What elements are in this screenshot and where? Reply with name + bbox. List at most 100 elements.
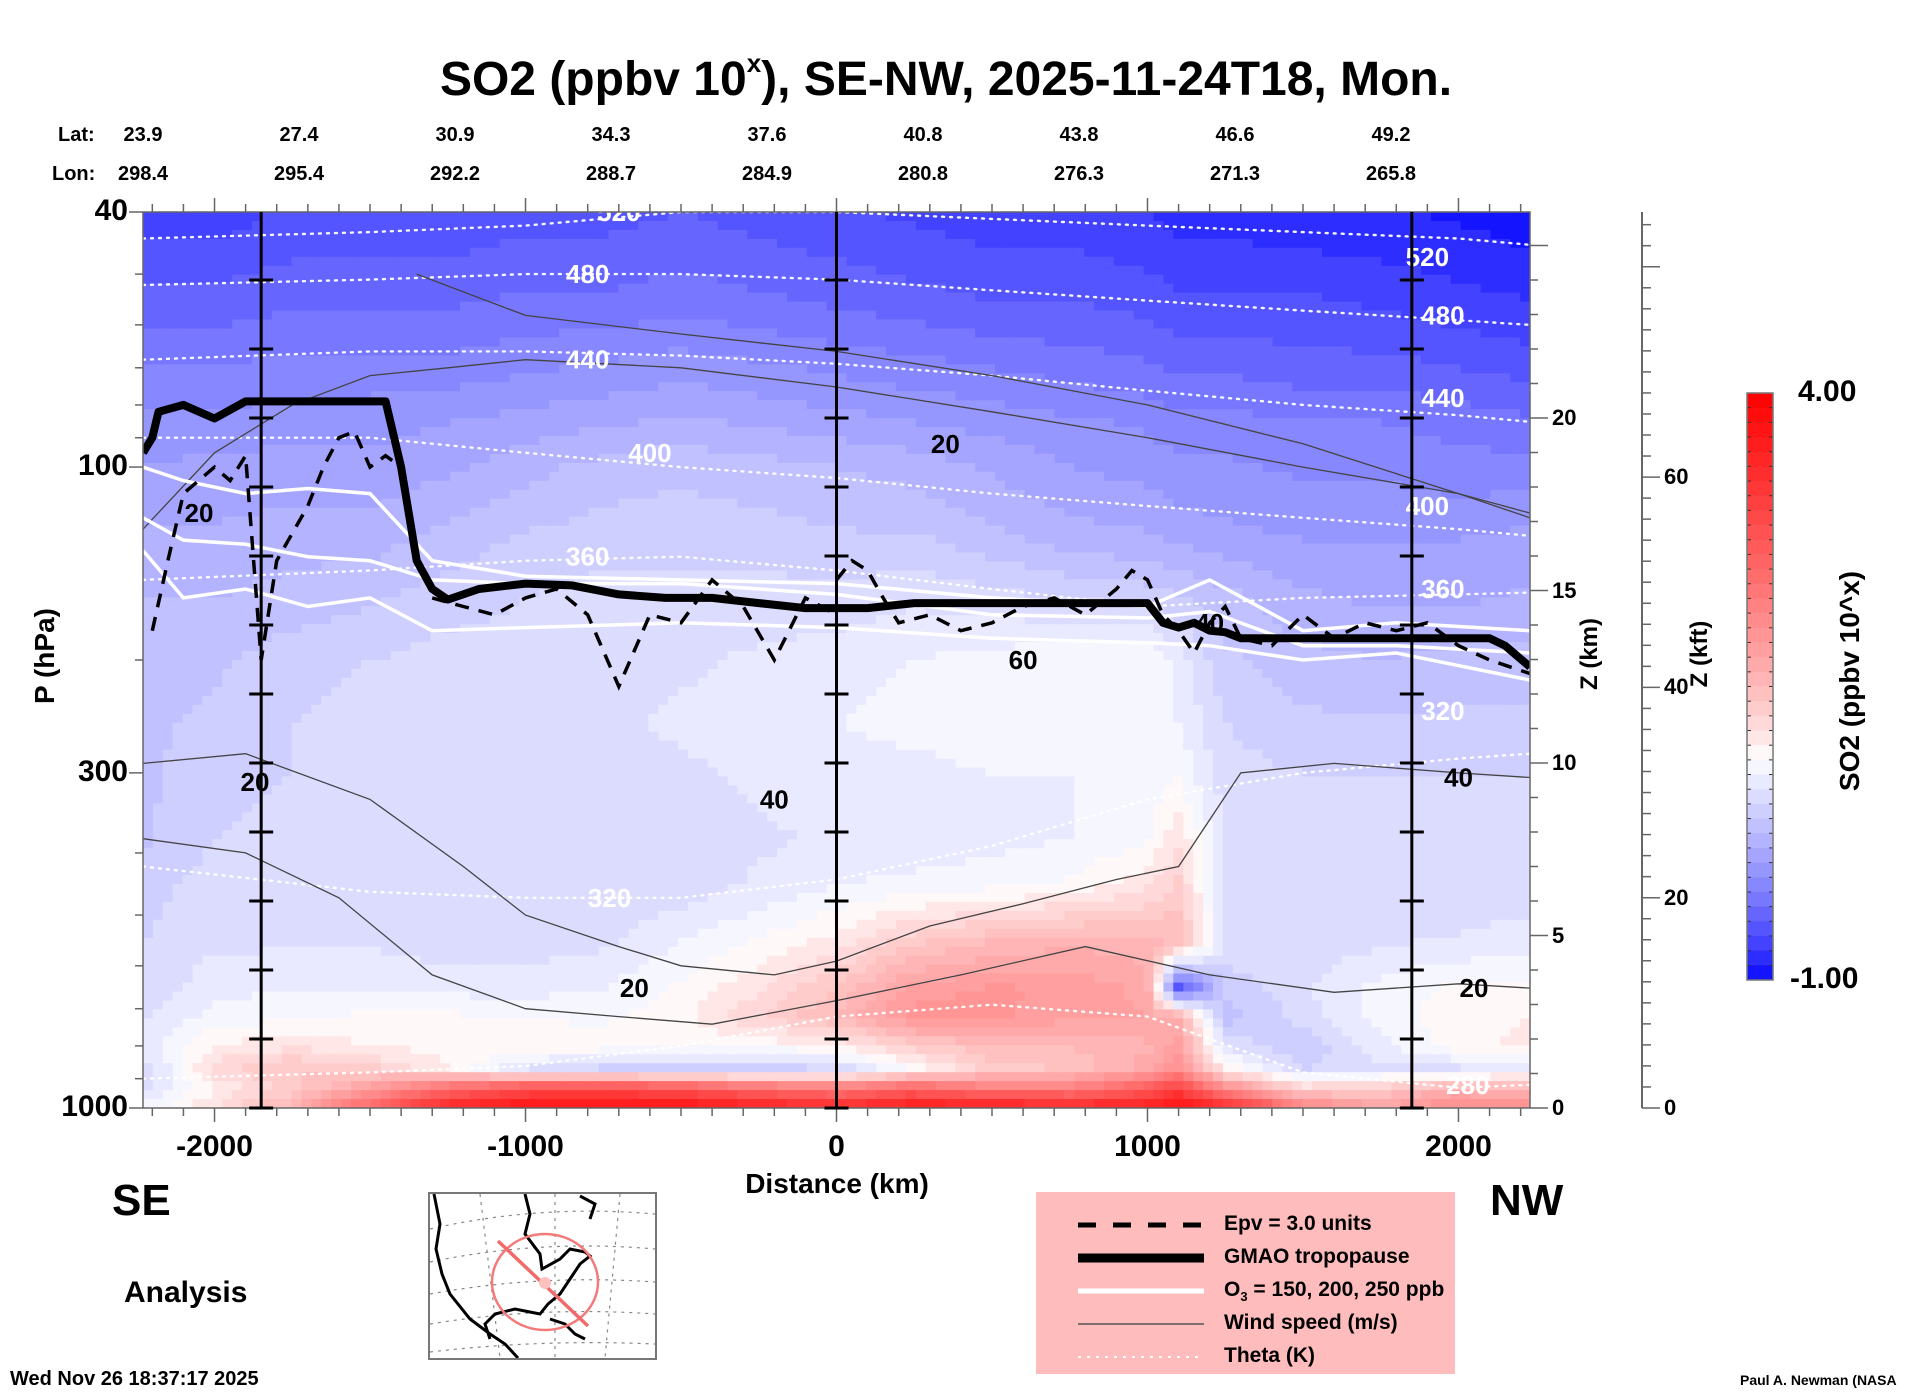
- field-cell: [945, 355, 956, 365]
- field-cell: [886, 409, 897, 419]
- field-cell: [1401, 489, 1412, 500]
- field-cell: [737, 507, 748, 518]
- field-cell: [1044, 301, 1055, 312]
- field-cell: [1252, 221, 1264, 231]
- field-cell: [1232, 319, 1244, 330]
- field-cell: [242, 355, 253, 365]
- field-cell: [836, 516, 847, 527]
- field-cell: [955, 489, 966, 500]
- field-cell: [1074, 337, 1085, 347]
- field-cell: [1123, 507, 1135, 518]
- field-cell: [935, 247, 947, 258]
- field-cell: [1094, 418, 1105, 428]
- field-cell: [420, 427, 431, 437]
- field-cell: [1044, 480, 1055, 491]
- field-cell: [717, 221, 729, 231]
- field-cell: [945, 445, 956, 455]
- field-cell: [846, 256, 857, 267]
- field-cell: [1173, 229, 1184, 240]
- field-cell: [1034, 409, 1046, 419]
- field-cell: [995, 462, 1006, 473]
- field-cell: [559, 462, 570, 473]
- field-cell: [1490, 445, 1501, 455]
- field-cell: [1450, 382, 1462, 392]
- field-cell: [430, 400, 441, 410]
- field-cell: [202, 507, 213, 518]
- field-cell: [876, 373, 887, 383]
- field-cell: [767, 346, 778, 356]
- field-cell: [519, 516, 530, 527]
- field-cell: [489, 292, 501, 303]
- field-cell: [1450, 489, 1462, 500]
- field-cell: [1381, 221, 1392, 231]
- field-cell: [1480, 328, 1491, 339]
- field-cell: [311, 409, 322, 419]
- field-cell: [430, 507, 441, 518]
- field-cell: [1034, 453, 1046, 464]
- field-cell: [1004, 256, 1016, 267]
- field-cell: [1074, 247, 1085, 258]
- field-cell: [1520, 328, 1530, 339]
- field-cell: [866, 247, 877, 258]
- field-cell: [1480, 427, 1491, 437]
- field-cell: [1094, 489, 1105, 500]
- field-cell: [826, 256, 838, 267]
- field-cell: [1133, 409, 1145, 419]
- field-cell: [866, 418, 877, 428]
- field-cell: [172, 436, 184, 446]
- field-cell: [905, 319, 917, 330]
- field-cell: [1004, 364, 1016, 374]
- field-cell: [687, 238, 699, 249]
- field-cell: [668, 212, 679, 222]
- field-cell: [588, 471, 600, 482]
- field-cell: [242, 301, 253, 312]
- field-cell: [301, 310, 312, 321]
- field-cell: [1272, 229, 1283, 240]
- field-cell: [499, 229, 511, 240]
- field-cell: [172, 364, 184, 374]
- field-cell: [915, 480, 927, 491]
- field-cell: [489, 436, 501, 446]
- field-cell: [886, 418, 897, 428]
- field-cell: [945, 346, 956, 356]
- field-cell: [816, 238, 828, 249]
- field-cell: [1371, 319, 1382, 330]
- field-cell: [1292, 346, 1303, 356]
- field-cell: [697, 274, 709, 285]
- field-cell: [321, 355, 332, 365]
- field-cell: [469, 247, 481, 258]
- field-cell: [252, 247, 263, 258]
- field-cell: [1222, 382, 1234, 392]
- lon-value: 280.8: [897, 163, 949, 185]
- field-cell: [1391, 427, 1402, 437]
- field-cell: [806, 471, 818, 482]
- field-cell: [985, 212, 996, 222]
- field-cell: [1361, 427, 1373, 437]
- field-cell: [1054, 409, 1065, 419]
- field-cell: [479, 436, 491, 446]
- field-cell: [1193, 221, 1204, 231]
- field-cell: [608, 221, 620, 231]
- field-cell: [410, 247, 421, 258]
- field-cell: [925, 373, 937, 383]
- field-cell: [1391, 247, 1402, 258]
- field-cell: [152, 498, 164, 509]
- field-cell: [370, 238, 382, 249]
- field-cell: [1381, 498, 1392, 509]
- field-cell: [1381, 283, 1392, 294]
- field-cell: [628, 489, 639, 500]
- field-cell: [915, 238, 927, 249]
- field-cell: [420, 445, 431, 455]
- field-cell: [1044, 355, 1055, 365]
- field-cell: [757, 212, 768, 222]
- field-cell: [539, 445, 550, 455]
- field-cell: [846, 346, 857, 356]
- field-cell: [1213, 337, 1224, 347]
- field-cell: [826, 409, 838, 419]
- field-cell: [1282, 489, 1293, 500]
- field-cell: [757, 489, 768, 500]
- field-cell: [162, 310, 174, 321]
- field-cell: [1351, 355, 1363, 365]
- field-cell: [271, 301, 283, 312]
- field-cell: [777, 301, 788, 312]
